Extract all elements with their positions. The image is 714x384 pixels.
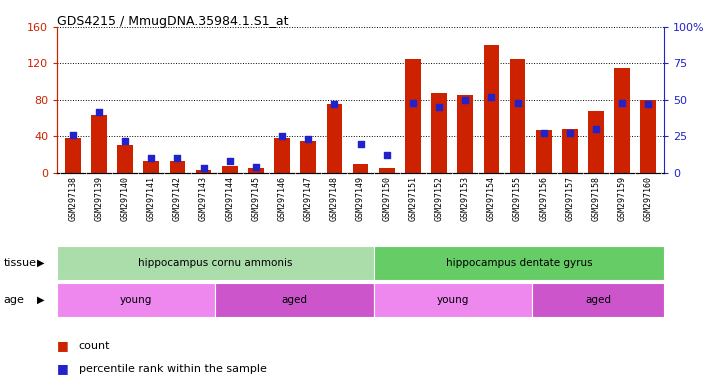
Text: GSM297140: GSM297140 bbox=[121, 176, 130, 221]
Text: GDS4215 / MmugDNA.35984.1.S1_at: GDS4215 / MmugDNA.35984.1.S1_at bbox=[57, 15, 288, 28]
Bar bbox=[562, 129, 578, 173]
Point bbox=[538, 130, 549, 136]
Text: GSM297155: GSM297155 bbox=[513, 176, 522, 221]
Text: GSM297158: GSM297158 bbox=[591, 176, 600, 221]
Bar bbox=[196, 170, 211, 173]
Bar bbox=[588, 111, 604, 173]
Point bbox=[94, 108, 105, 114]
Text: GSM297138: GSM297138 bbox=[69, 176, 77, 221]
Bar bbox=[57, 283, 216, 317]
Bar bbox=[536, 130, 551, 173]
Point bbox=[512, 100, 523, 106]
Text: GSM297151: GSM297151 bbox=[408, 176, 418, 221]
Point bbox=[198, 166, 209, 172]
Text: aged: aged bbox=[585, 295, 611, 305]
Point bbox=[303, 136, 314, 142]
Text: ▶: ▶ bbox=[37, 258, 45, 268]
Point bbox=[590, 126, 602, 132]
Text: tissue: tissue bbox=[4, 258, 36, 268]
Text: count: count bbox=[79, 341, 110, 351]
Text: GSM297153: GSM297153 bbox=[461, 176, 470, 221]
Text: GSM297147: GSM297147 bbox=[303, 176, 313, 221]
Text: hippocampus dentate gyrus: hippocampus dentate gyrus bbox=[446, 258, 592, 268]
Point bbox=[407, 100, 418, 106]
Bar bbox=[510, 59, 526, 173]
Bar bbox=[373, 283, 532, 317]
Point bbox=[433, 104, 445, 110]
Bar bbox=[405, 59, 421, 173]
Bar bbox=[57, 246, 373, 280]
Text: aged: aged bbox=[281, 295, 308, 305]
Point bbox=[328, 101, 340, 107]
Text: ▶: ▶ bbox=[37, 295, 45, 305]
Text: GSM297145: GSM297145 bbox=[251, 176, 261, 221]
Point bbox=[381, 152, 393, 158]
Point bbox=[616, 100, 628, 106]
Point bbox=[146, 155, 157, 161]
Text: GSM297157: GSM297157 bbox=[565, 176, 574, 221]
Bar bbox=[458, 95, 473, 173]
Point bbox=[119, 137, 131, 144]
Text: ■: ■ bbox=[57, 339, 69, 352]
Bar bbox=[222, 166, 238, 173]
Point bbox=[224, 158, 236, 164]
Bar bbox=[144, 161, 159, 173]
Text: GSM297146: GSM297146 bbox=[278, 176, 286, 221]
Text: GSM297149: GSM297149 bbox=[356, 176, 365, 221]
Point bbox=[564, 130, 575, 136]
Text: GSM297143: GSM297143 bbox=[199, 176, 208, 221]
Bar bbox=[483, 45, 499, 173]
Text: GSM297154: GSM297154 bbox=[487, 176, 496, 221]
Bar bbox=[373, 246, 664, 280]
Bar bbox=[614, 68, 630, 173]
Text: GSM297139: GSM297139 bbox=[94, 176, 104, 221]
Text: GSM297142: GSM297142 bbox=[173, 176, 182, 221]
Bar bbox=[117, 146, 133, 173]
Bar bbox=[65, 138, 81, 173]
Bar bbox=[532, 283, 664, 317]
Bar bbox=[326, 104, 342, 173]
Text: GSM297160: GSM297160 bbox=[644, 176, 653, 221]
Text: GSM297159: GSM297159 bbox=[618, 176, 627, 221]
Text: age: age bbox=[4, 295, 24, 305]
Bar bbox=[379, 168, 395, 173]
Text: GSM297156: GSM297156 bbox=[539, 176, 548, 221]
Point bbox=[67, 132, 79, 138]
Text: GSM297144: GSM297144 bbox=[226, 176, 234, 221]
Bar bbox=[170, 161, 186, 173]
Point bbox=[355, 141, 366, 147]
Text: ■: ■ bbox=[57, 362, 69, 375]
Text: GSM297150: GSM297150 bbox=[382, 176, 391, 221]
Bar bbox=[91, 115, 107, 173]
Point bbox=[250, 164, 261, 170]
Text: young: young bbox=[120, 295, 153, 305]
Point bbox=[460, 97, 471, 103]
Bar bbox=[248, 168, 263, 173]
Point bbox=[486, 94, 497, 100]
Bar bbox=[640, 100, 656, 173]
Text: GSM297141: GSM297141 bbox=[147, 176, 156, 221]
Bar bbox=[216, 283, 373, 317]
Text: hippocampus cornu ammonis: hippocampus cornu ammonis bbox=[139, 258, 293, 268]
Point bbox=[643, 101, 654, 107]
Text: percentile rank within the sample: percentile rank within the sample bbox=[79, 364, 266, 374]
Text: young: young bbox=[437, 295, 469, 305]
Text: GSM297152: GSM297152 bbox=[435, 176, 443, 221]
Text: GSM297148: GSM297148 bbox=[330, 176, 339, 221]
Bar bbox=[301, 141, 316, 173]
Point bbox=[276, 133, 288, 139]
Bar bbox=[274, 138, 290, 173]
Bar bbox=[353, 164, 368, 173]
Bar bbox=[431, 93, 447, 173]
Point bbox=[172, 155, 183, 161]
